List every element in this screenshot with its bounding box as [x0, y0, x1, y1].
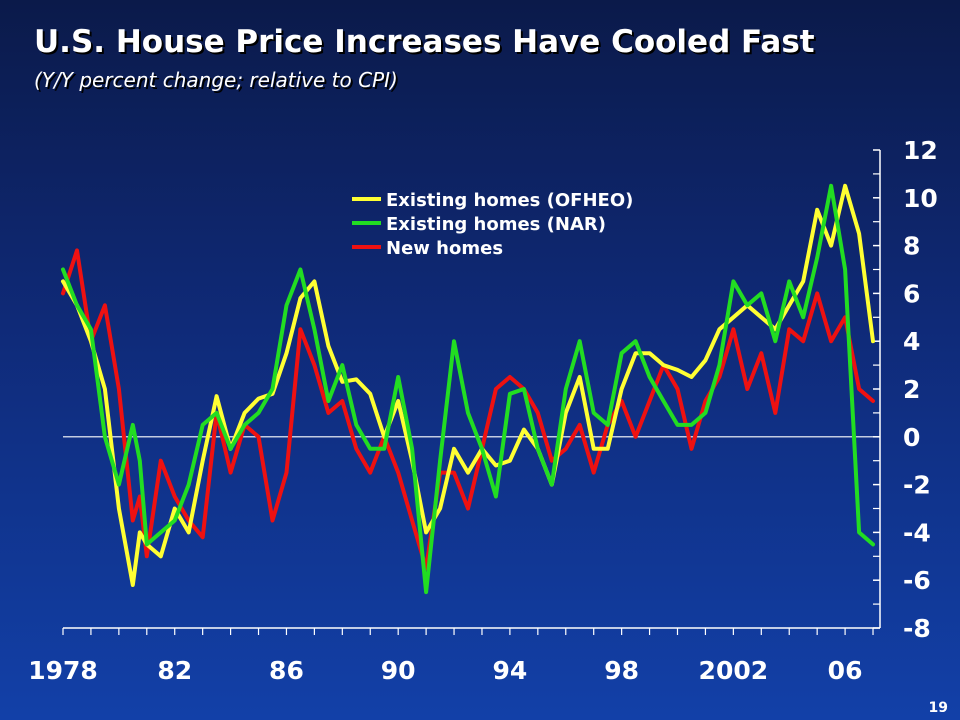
chart-legend: Existing homes (OFHEO) Existing homes (NA… — [352, 190, 633, 259]
chart-subtitle: (Y/Y percent change; relative to CPI) — [34, 68, 398, 92]
y-tick-label: 8 — [903, 232, 920, 261]
legend-label: New homes — [386, 238, 503, 259]
y-tick-label: -2 — [903, 471, 931, 500]
x-tick-label: 82 — [157, 656, 192, 685]
x-tick-label: 1978 — [28, 656, 98, 685]
series-line — [61, 183, 875, 595]
y-tick-label: 4 — [903, 327, 920, 356]
y-tick-label: -4 — [903, 518, 931, 547]
chart-axes: -8 -6 -4 -2 0 2 4 6 8 10 12 1978 82 86 90 94 98 2002 06 — [28, 136, 938, 685]
x-tick-label: 98 — [604, 656, 639, 685]
y-tick-label: 0 — [903, 423, 920, 452]
page-number: 19 — [928, 700, 948, 716]
x-tick-label: 90 — [381, 656, 416, 685]
chart-title: U.S. House Price Increases Have Cooled F… — [34, 24, 815, 60]
legend-label: Existing homes (OFHEO) — [386, 190, 633, 211]
chart-series-lines — [61, 183, 875, 595]
y-tick-label: 6 — [903, 279, 920, 308]
y-tick-label: 12 — [903, 136, 938, 165]
y-tick-label: -8 — [903, 614, 931, 643]
x-tick-label: 2002 — [699, 656, 769, 685]
series-line — [61, 248, 875, 571]
legend-label: Existing homes (NAR) — [386, 214, 606, 235]
series-line — [61, 183, 875, 587]
x-tick-label: 86 — [269, 656, 304, 685]
y-tick-label: -6 — [903, 566, 931, 595]
y-tick-label: 10 — [903, 184, 938, 213]
x-tick-label: 06 — [828, 656, 863, 685]
y-tick-label: 2 — [903, 375, 920, 404]
x-tick-label: 94 — [493, 656, 528, 685]
